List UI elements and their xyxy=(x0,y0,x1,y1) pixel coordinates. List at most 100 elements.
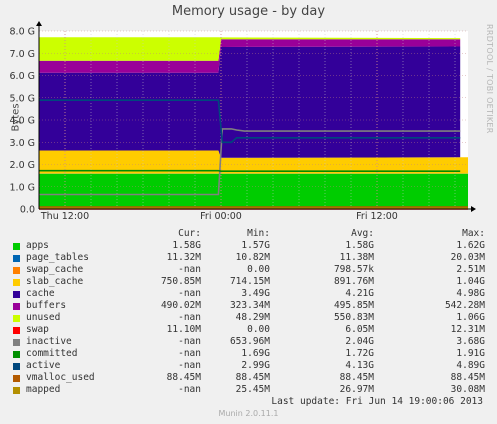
legend-cur-value: -nan xyxy=(178,360,201,371)
legend-max-value: 30.08M xyxy=(450,384,485,395)
legend-series-name: buffers xyxy=(26,300,67,311)
last-update: Last update: Fri Jun 14 19:00:06 2013 xyxy=(271,396,483,407)
legend-row-vmalloc-used: vmalloc_used 88.45M 88.45M 88.45M 88.45M xyxy=(0,372,497,384)
legend-avg-value: 798.57k xyxy=(333,264,374,275)
y-tick-label: 8.0 G xyxy=(10,27,36,38)
legend-min-value: 48.29M xyxy=(235,312,270,323)
legend-row-mapped: mapped -nan 25.45M 26.97M 30.08M xyxy=(0,384,497,396)
legend-avg-value: 891.76M xyxy=(333,276,374,287)
legend-min-value: 653.96M xyxy=(229,336,270,347)
legend-swatch xyxy=(13,315,20,322)
legend-header-max: Max: xyxy=(462,228,485,239)
legend-cur-value: 1.58G xyxy=(172,240,201,251)
legend-cur-value: 88.45M xyxy=(166,372,201,383)
y-tick-label: 1.0 G xyxy=(10,182,36,193)
legend-min-value: 323.34M xyxy=(229,300,270,311)
legend-series-name: page_tables xyxy=(26,252,89,263)
legend-min-value: 10.82M xyxy=(235,252,270,263)
legend-cur-value: 490.02M xyxy=(160,300,201,311)
legend-row-buffers: buffers 490.02M 323.34M 495.85M 542.28M xyxy=(0,300,497,312)
legend-cur-value: 750.85M xyxy=(160,276,201,287)
legend-swatch xyxy=(13,279,20,286)
y-tick-label: 7.0 G xyxy=(10,49,36,60)
legend-max-value: 1.62G xyxy=(456,240,485,251)
legend-cur-value: 11.10M xyxy=(166,324,201,335)
legend-series-name: active xyxy=(26,360,61,371)
legend-avg-value: 88.45M xyxy=(339,372,374,383)
x-tick-label: Fri 12:00 xyxy=(356,211,398,222)
munin-version: Munin 2.0.11.1 xyxy=(218,409,279,418)
legend-avg-value: 1.58G xyxy=(345,240,374,251)
legend-max-value: 2.51M xyxy=(456,264,485,275)
legend-max-value: 1.91G xyxy=(456,348,485,359)
legend: Cur: Min: Avg: Max: apps 1.58G 1.57G 1.58G 1… xyxy=(0,228,497,424)
legend-row-swap: swap 11.10M 0.00 6.05M 12.31M xyxy=(0,324,497,336)
legend-cur-value: -nan xyxy=(178,312,201,323)
legend-min-value: 1.69G xyxy=(241,348,270,359)
legend-avg-value: 6.05M xyxy=(345,324,374,335)
legend-swatch xyxy=(13,363,20,370)
y-tick-label: 2.0 G xyxy=(10,160,36,171)
y-tick-label: 6.0 G xyxy=(10,71,36,82)
legend-max-value: 1.06G xyxy=(456,312,485,323)
legend-min-value: 2.99G xyxy=(241,360,270,371)
line-active xyxy=(39,99,461,144)
x-axis-arrow xyxy=(471,206,476,212)
rrdtool-credit: RRDTOOL / TOBI OETIKER xyxy=(485,24,494,134)
y-tick-label: 4.0 G xyxy=(10,116,36,127)
legend-swatch xyxy=(13,267,20,274)
legend-swatch xyxy=(13,387,20,394)
legend-min-value: 3.49G xyxy=(241,288,270,299)
legend-header-avg: Avg: xyxy=(351,228,374,239)
legend-avg-value: 495.85M xyxy=(333,300,374,311)
legend-max-value: 4.89G xyxy=(456,360,485,371)
legend-avg-value: 1.72G xyxy=(345,348,374,359)
legend-avg-value: 4.13G xyxy=(345,360,374,371)
legend-series-name: cache xyxy=(26,288,55,299)
legend-row-committed: committed -nan 1.69G 1.72G 1.91G xyxy=(0,348,497,360)
legend-row-apps: apps 1.58G 1.57G 1.58G 1.62G xyxy=(0,240,497,252)
legend-max-value: 4.98G xyxy=(456,288,485,299)
legend-cur-value: 11.32M xyxy=(166,252,201,263)
legend-cur-value: -nan xyxy=(178,288,201,299)
legend-series-name: slab_cache xyxy=(26,276,84,287)
legend-max-value: 20.03M xyxy=(450,252,485,263)
legend-avg-value: 11.38M xyxy=(339,252,374,263)
legend-min-value: 0.00 xyxy=(247,324,270,335)
legend-row-unused: unused -nan 48.29M 550.83M 1.06G xyxy=(0,312,497,324)
legend-min-value: 0.00 xyxy=(247,264,270,275)
x-tick-label: Thu 12:00 xyxy=(40,211,89,222)
memory-usage-chart: 0.0 1.0 G 2.0 G 3.0 G 4.0 G 5.0 G 6.0 G 7.0 G 8.… xyxy=(10,21,476,222)
legend-min-value: 714.15M xyxy=(229,276,270,287)
legend-series-name: inactive xyxy=(26,336,72,347)
legend-min-value: 25.45M xyxy=(235,384,270,395)
chart-title: Memory usage - by day xyxy=(171,4,326,19)
legend-header-min: Min: xyxy=(247,228,270,239)
legend-min-value: 88.45M xyxy=(235,372,270,383)
legend-avg-value: 4.21G xyxy=(345,288,374,299)
legend-row-cache: cache -nan 3.49G 4.21G 4.98G xyxy=(0,288,497,300)
legend-series-name: vmalloc_used xyxy=(26,372,95,383)
legend-max-value: 3.68G xyxy=(456,336,485,347)
legend-row-swap-cache: swap_cache -nan 0.00 798.57k 2.51M xyxy=(0,264,497,276)
legend-max-value: 542.28M xyxy=(444,300,485,311)
legend-avg-value: 2.04G xyxy=(345,336,374,347)
legend-max-value: 12.31M xyxy=(450,324,485,335)
legend-series-name: apps xyxy=(26,240,49,251)
legend-swatch xyxy=(13,255,20,262)
y-tick-label: 0.0 xyxy=(20,205,35,216)
legend-row-page-tables: page_tables 11.32M 10.82M 11.38M 20.03M xyxy=(0,252,497,264)
legend-max-value: 88.45M xyxy=(450,372,485,383)
legend-swatch xyxy=(13,243,20,250)
line-committed xyxy=(39,169,461,172)
y-tick-label: 3.0 G xyxy=(10,138,36,149)
legend-cur-value: -nan xyxy=(178,264,201,275)
legend-min-value: 1.57G xyxy=(241,240,270,251)
area-unused xyxy=(39,37,461,61)
legend-series-name: unused xyxy=(26,312,61,323)
y-axis-arrow xyxy=(36,21,42,26)
line-inactive xyxy=(39,128,461,196)
legend-cur-value: -nan xyxy=(178,336,201,347)
legend-row-inactive: inactive -nan 653.96M 2.04G 3.68G xyxy=(0,336,497,348)
legend-swatch xyxy=(13,291,20,298)
